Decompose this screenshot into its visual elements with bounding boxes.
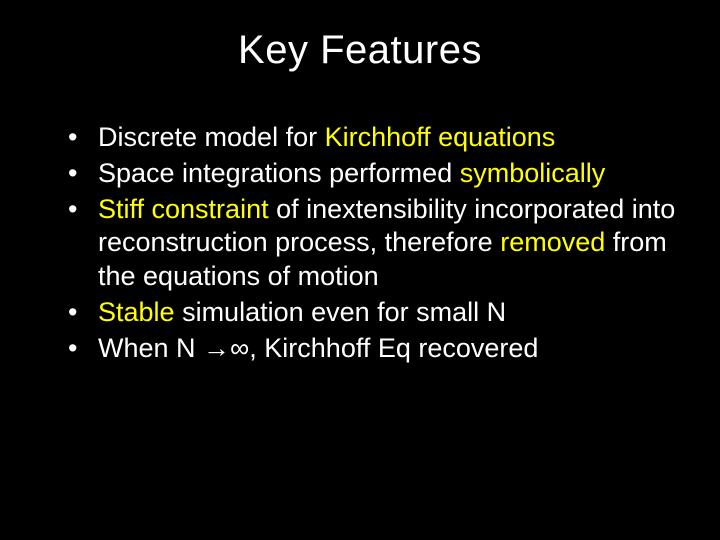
bullet-list: Discrete model for Kirchhoff equationsSp… <box>40 121 680 365</box>
bullet-text-highlight: removed <box>500 227 605 257</box>
bullet-text-highlight: symbolically <box>460 158 606 188</box>
bullet-item: Stable simulation even for small N <box>68 296 680 330</box>
bullet-item: Space integrations performed symbolicall… <box>68 157 680 191</box>
bullet-text: Space integrations performed <box>98 158 460 188</box>
bullet-item: When N →∞, Kirchhoff Eq recovered <box>68 332 680 366</box>
bullet-text: When N →∞, Kirchhoff Eq recovered <box>98 333 538 363</box>
slide-title: Key Features <box>40 28 680 73</box>
bullet-text-highlight: Kirchhoff equations <box>325 122 556 152</box>
slide: Key Features Discrete model for Kirchhof… <box>0 0 720 540</box>
bullet-text: simulation even for small N <box>175 297 507 327</box>
bullet-item: Stiff constraint of inextensibility inco… <box>68 193 680 294</box>
bullet-item: Discrete model for Kirchhoff equations <box>68 121 680 155</box>
bullet-text: Discrete model for <box>98 122 325 152</box>
bullet-text-highlight: Stiff constraint <box>98 194 269 224</box>
bullet-text-highlight: Stable <box>98 297 175 327</box>
